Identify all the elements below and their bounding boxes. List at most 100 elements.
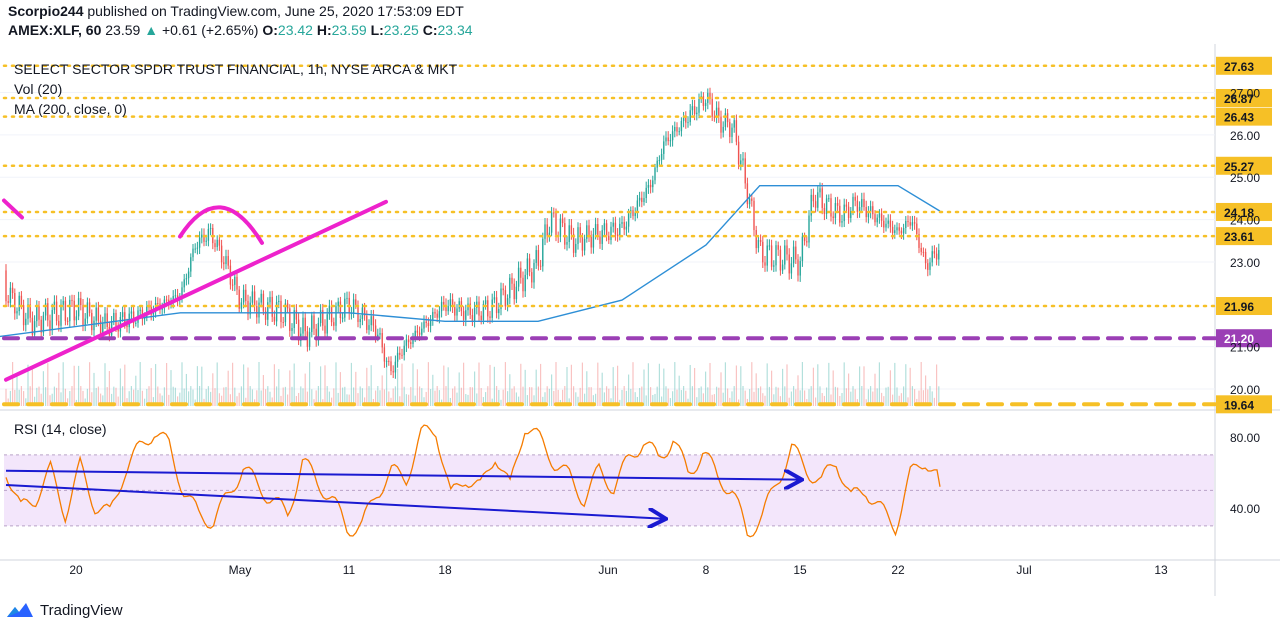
candle-body [841, 221, 843, 223]
volume-bar [243, 364, 245, 406]
volume-bar [333, 388, 335, 406]
volume-bar [845, 388, 847, 406]
volume-bar [34, 396, 36, 406]
candle-body [524, 274, 526, 292]
candle-body [366, 315, 368, 330]
symbol[interactable]: AMEX:XLF, 60 [8, 22, 102, 38]
volume-bar [887, 386, 889, 406]
candle-body [715, 107, 718, 118]
volume-indicator-label[interactable]: Vol (20) [14, 81, 62, 97]
volume-bar [718, 387, 720, 406]
candle-body [638, 197, 641, 201]
candle-body [427, 323, 430, 327]
rsi-indicator-label[interactable]: RSI (14, close) [14, 421, 107, 437]
candle-body [192, 248, 194, 258]
candle-body [462, 311, 465, 320]
volume-bar [691, 386, 693, 406]
candle-body [370, 316, 372, 326]
volume-bar [837, 387, 839, 406]
candle-body [880, 213, 883, 221]
volume-bar [405, 394, 407, 406]
volume-bar [509, 374, 511, 406]
level-tag [1216, 395, 1272, 414]
candle-body [526, 258, 529, 275]
time-tick-label: May [229, 563, 252, 577]
high-label: H: [316, 22, 332, 38]
brand-name[interactable]: TradingView [40, 601, 123, 619]
chart-area[interactable]: 27.63 26.87 26.43 25.27 24.18 23.61 21.96 21.20… [0, 44, 1280, 596]
candle-body [790, 263, 793, 274]
volume-bar [124, 364, 126, 406]
candle-body [234, 276, 236, 285]
candle-body [346, 297, 348, 299]
volume-bar [86, 388, 88, 406]
volume-bar [447, 367, 449, 406]
volume-bar [383, 389, 385, 406]
volume-bar [581, 362, 583, 406]
volume-bar [751, 362, 753, 406]
volume-bar [647, 363, 649, 406]
volume-bar [518, 396, 520, 406]
candle-body [654, 167, 656, 181]
price-axis[interactable]: 20.00 21.00 23.00 24.00 25.00 26.00 27.00 [1230, 86, 1260, 397]
volume-bar [111, 393, 113, 406]
published-text: published on TradingView.com, June 25, 2… [87, 3, 464, 19]
volume-bar [408, 394, 410, 406]
candle-body [713, 116, 716, 118]
candle-body [759, 240, 762, 242]
tradingview-logo-icon[interactable] [6, 601, 34, 619]
candle-body [183, 279, 185, 288]
candle-body [315, 328, 317, 341]
candle-body [260, 293, 262, 303]
volume-bar [214, 388, 216, 406]
volume-bar [733, 386, 735, 406]
candle-body [909, 222, 911, 226]
candle-body [887, 220, 889, 224]
volume-bar [749, 389, 751, 406]
candle-body [385, 360, 388, 362]
candle-body [139, 309, 141, 311]
volume-bar [898, 395, 900, 406]
candle-body [20, 295, 23, 306]
candle-body [878, 213, 881, 218]
volume-bar [375, 390, 377, 406]
candle-body [922, 251, 925, 253]
candle-body [269, 296, 271, 303]
candle-body [854, 196, 856, 201]
volume-bar [89, 362, 91, 406]
ma-indicator-label[interactable]: MA (200, close, 0) [14, 101, 127, 117]
candle-body [271, 296, 273, 317]
candle-body [762, 241, 764, 263]
volume-bar [656, 386, 658, 406]
volume-bar [474, 371, 476, 406]
candle-body [126, 325, 128, 328]
volume-bar [524, 369, 526, 406]
volume-bar [819, 386, 821, 406]
volume-bar [78, 365, 80, 406]
candle-body [828, 198, 830, 200]
candle-body [253, 291, 256, 307]
candle-body [487, 300, 489, 317]
time-axis[interactable]: 20 May 11 18 Jun 8 15 22 Jul 13 [69, 563, 1168, 577]
candle-body [451, 299, 454, 307]
level-tag [1216, 107, 1272, 126]
volume-bar [133, 389, 135, 406]
candle-body [407, 339, 410, 343]
volume-bar [892, 394, 894, 406]
publisher-name[interactable]: Scorpio244 [8, 3, 84, 19]
volume-bar [786, 364, 788, 406]
volume-bar [773, 394, 775, 406]
volume-bar [256, 390, 258, 406]
volume-bar [608, 388, 610, 406]
volume-bar [62, 362, 64, 406]
volume-bar [216, 362, 218, 406]
candle-body [289, 308, 291, 331]
volume-bar [38, 386, 40, 406]
candle-body [18, 295, 20, 312]
volume-bar [460, 387, 462, 406]
candle-body [744, 158, 746, 184]
volume-bar [80, 386, 82, 406]
volume-bar [788, 397, 790, 406]
volume-bar [669, 398, 671, 406]
volume-bar [713, 394, 715, 406]
